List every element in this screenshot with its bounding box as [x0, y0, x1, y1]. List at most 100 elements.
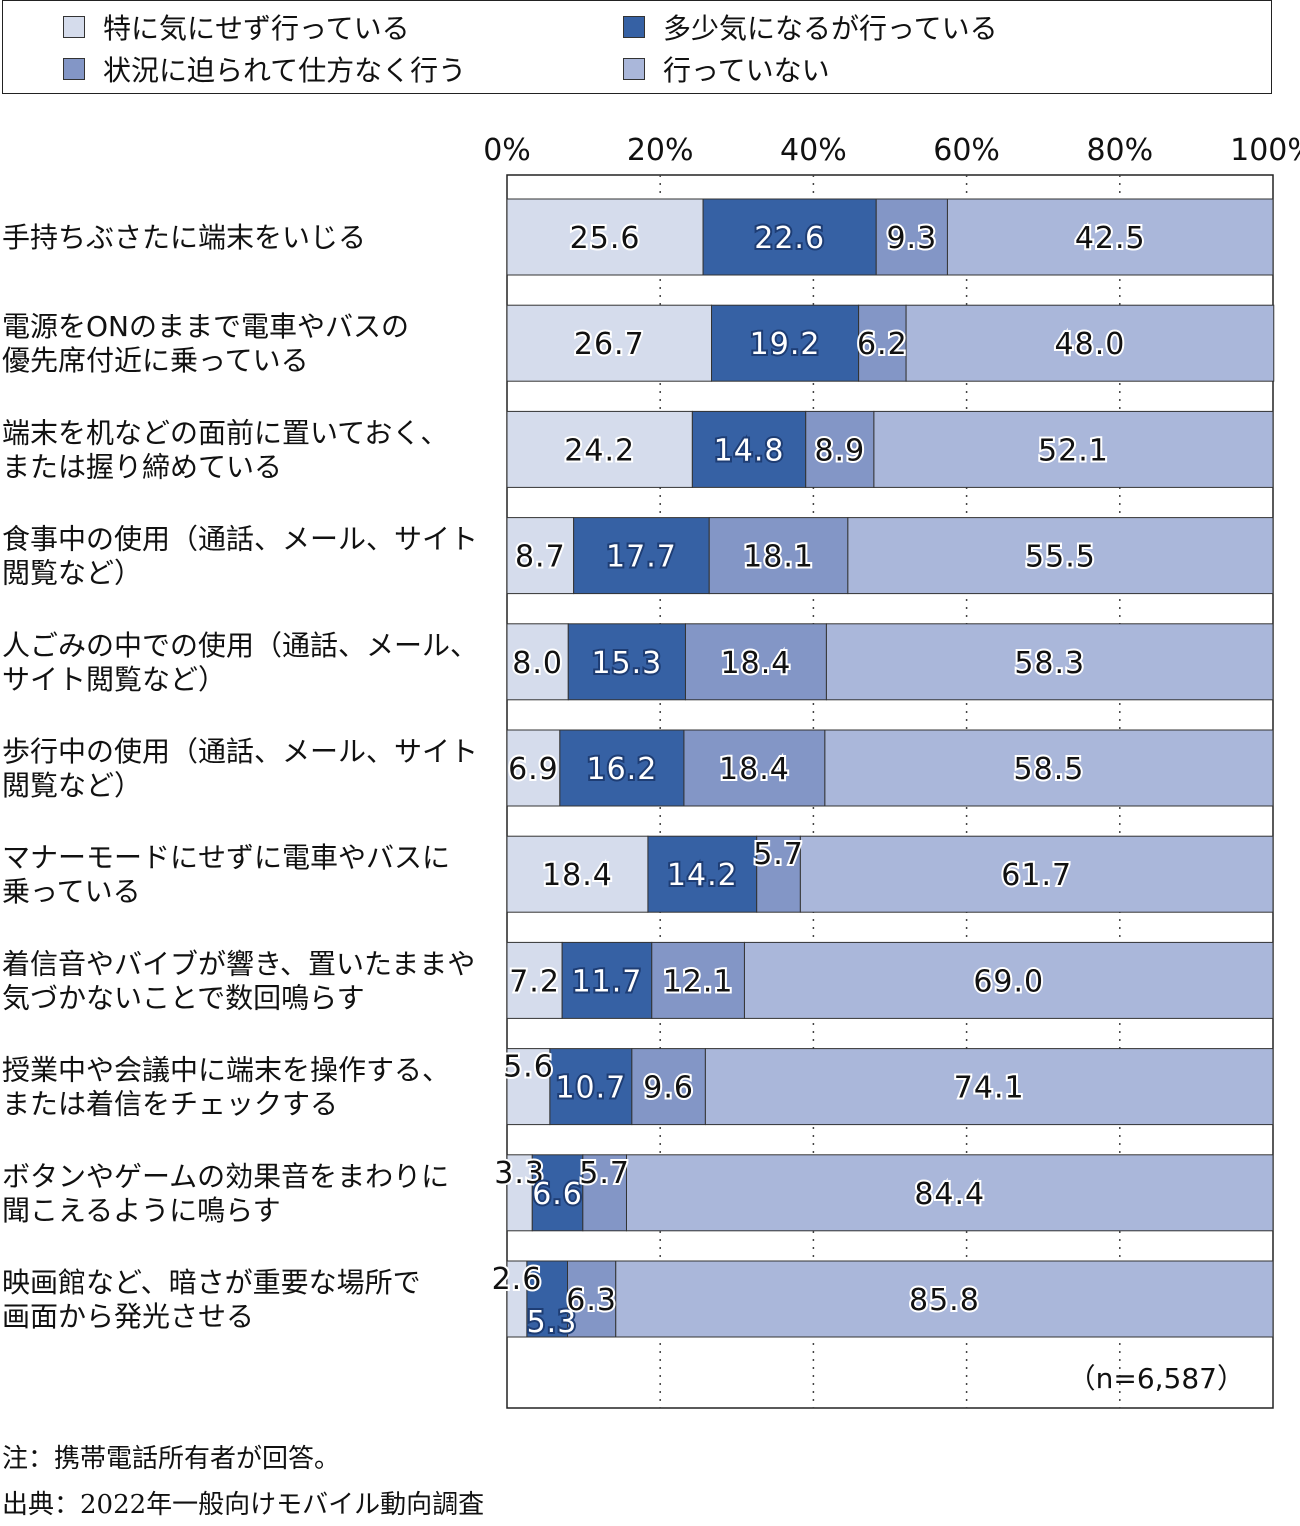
bar-segment: [506, 304, 713, 382]
data-label: 58.5: [1014, 752, 1085, 787]
category-label: 端末を机などの面前に置いておく、または握り締めている: [2, 416, 448, 483]
data-label: 85.8: [909, 1283, 980, 1318]
bar-segment: [708, 517, 849, 595]
data-label: 84.4: [914, 1177, 985, 1212]
data-label: 15.3: [591, 646, 662, 681]
bar-segment: [702, 198, 877, 276]
bar-segment: [858, 304, 907, 382]
x-tick-label: 0%: [483, 133, 531, 168]
bar-segment: [824, 729, 1274, 807]
x-tick-label: 40%: [780, 133, 847, 168]
legend-swatch-2: [623, 16, 645, 38]
bar-segment: [567, 1260, 617, 1338]
stacked-bar-chart: 0% 20% 40% 60% 80% 100% 手持ちぶさたに端末をいじる 25.6 22.6 9…: [2, 133, 1300, 1409]
legend-label-2: 多少気になるが行っている: [663, 12, 998, 45]
data-label: 9.6: [643, 1071, 694, 1106]
legend: 特に気にせず行っている 多少気になるが行っている 状況に迫られて仕方なく行う 行…: [2, 0, 1272, 94]
data-label: 8.7: [515, 540, 566, 575]
data-label: 6.2: [857, 327, 908, 362]
data-label: 17.7: [606, 540, 677, 575]
data-label: 8.9: [814, 433, 865, 468]
bar-segment: [711, 304, 860, 382]
bar-segment: [875, 198, 948, 276]
bar-segment: [506, 835, 649, 913]
bar-segment: [506, 1048, 551, 1126]
category-label: マナーモードにせずに電車やバスに乗っている: [2, 841, 450, 908]
legend-item-4: 行っていない: [623, 49, 830, 89]
bar-segment: [873, 410, 1274, 488]
bar-segment: [799, 835, 1274, 913]
category-label: 歩行中の使用（通話、メール、サイト閲覧など）: [2, 735, 478, 802]
category-label: 手持ちぶさたに端末をいじる: [2, 221, 366, 254]
bar-segment: [506, 410, 693, 488]
bar-segment: [615, 1260, 1274, 1338]
category-label: 人ごみの中での使用（通話、メール、サイト閲覧など）: [2, 629, 478, 696]
bar-segment: [743, 941, 1274, 1019]
data-label: 74.1: [954, 1071, 1025, 1106]
data-label: 10.7: [555, 1071, 626, 1106]
bar-segment: [506, 941, 563, 1019]
data-label: 18.4: [542, 858, 613, 893]
category-label: 授業中や会議中に端末を操作する、または着信をチェックする: [2, 1054, 450, 1121]
data-label: 14.8: [714, 433, 785, 468]
data-label: 12.1: [663, 964, 734, 999]
x-tick-label: 100%: [1230, 133, 1300, 168]
sample-size-note: （n=6,587）: [1068, 1362, 1245, 1395]
data-label: 8.0: [512, 646, 563, 681]
data-label: 18.1: [743, 540, 814, 575]
legend-item-1: 特に気にせず行っている: [63, 7, 410, 47]
bar-segment: [756, 835, 801, 913]
bar-segment: [531, 1154, 584, 1232]
bar-segment: [506, 729, 561, 807]
data-label: 2.6: [492, 1262, 543, 1297]
x-tick-label: 80%: [1086, 133, 1153, 168]
bar-segment: [573, 517, 710, 595]
bar-segment: [847, 517, 1274, 595]
category-label: 電源をONのままで電車やバスの優先席付近に乗っている: [2, 310, 409, 377]
x-tick-label: 60%: [933, 133, 1000, 168]
legend-swatch-4: [623, 58, 645, 80]
bar-segment: [506, 623, 569, 701]
legend-swatch-3: [63, 58, 85, 80]
data-label: 61.7: [1001, 858, 1072, 893]
legend-swatch-1: [63, 16, 85, 38]
source-note: 出典：2022年一般向けモバイル動向調査: [2, 1490, 485, 1520]
bar-segment: [647, 835, 758, 913]
data-label: 6.3: [566, 1283, 617, 1318]
bar-segment: [506, 198, 704, 276]
data-label: 25.6: [570, 221, 641, 256]
category-label: ボタンやゲームの効果音をまわりに聞こえるように鳴らす: [2, 1160, 449, 1227]
data-label: 7.2: [509, 964, 560, 999]
data-label: 14.2: [667, 858, 738, 893]
bar-segment: [549, 1048, 633, 1126]
data-label: 16.2: [587, 752, 658, 787]
data-label: 22.6: [754, 221, 825, 256]
legend-label-4: 行っていない: [663, 54, 830, 87]
bar-segment: [506, 517, 575, 595]
bar-segment: [651, 941, 745, 1019]
category-label: 着信音やバイブが響き、置いたままや気づかないことで数回鳴らす: [2, 947, 475, 1014]
bar-segment: [684, 623, 827, 701]
data-label: 11.7: [572, 964, 643, 999]
data-label: 18.4: [719, 752, 790, 787]
data-label: 5.7: [753, 837, 804, 872]
legend-label-3: 状況に迫られて仕方なく行う: [103, 54, 467, 87]
data-label: 58.3: [1014, 646, 1085, 681]
data-label: 48.0: [1055, 327, 1126, 362]
data-label: 55.5: [1025, 540, 1096, 575]
legend-label-1: 特に気にせず行っている: [103, 12, 410, 45]
data-label: 6.9: [508, 752, 559, 787]
data-label: 24.2: [564, 433, 635, 468]
bar-segment: [582, 1154, 627, 1232]
data-label: 52.1: [1038, 433, 1109, 468]
bar-segment: [825, 623, 1274, 701]
bar-segment: [946, 198, 1274, 276]
category-label: 食事中の使用（通話、メール、サイト閲覧など）: [2, 523, 478, 590]
data-label: 69.0: [973, 964, 1044, 999]
x-tick-label: 20%: [627, 133, 694, 168]
bar-segment: [805, 410, 875, 488]
category-label: 映画館など、暗さが重要な場所で画面から発光させる: [2, 1266, 421, 1333]
bar-segment: [625, 1154, 1274, 1232]
data-label: 5.7: [579, 1156, 630, 1191]
bar-segment: [691, 410, 807, 488]
